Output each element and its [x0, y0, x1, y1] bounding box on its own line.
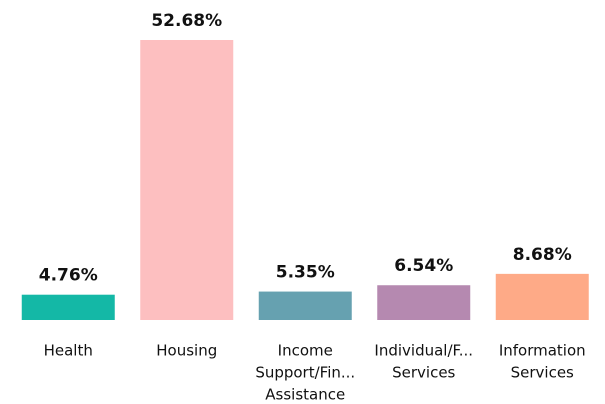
x-tick-label: Health	[44, 342, 93, 360]
x-tick-label: Income	[278, 342, 333, 360]
x-tick-label: Housing	[156, 342, 217, 360]
value-label: 52.68%	[151, 11, 222, 31]
value-label: 4.76%	[39, 266, 98, 286]
x-tick-label: Information	[499, 342, 586, 360]
bar	[495, 273, 589, 320]
bar	[140, 40, 234, 320]
x-tick-label: Services	[392, 364, 455, 382]
x-tick-label: Services	[511, 364, 574, 382]
bar	[258, 291, 352, 320]
value-label: 6.54%	[394, 256, 453, 276]
value-label: 5.35%	[276, 263, 335, 283]
x-tick-label: Assistance	[265, 386, 345, 404]
x-tick-label: Support/Fin...	[255, 364, 355, 382]
x-tick-label: Individual/F...	[374, 342, 473, 360]
bar	[377, 285, 471, 320]
value-label: 8.68%	[513, 245, 572, 265]
bar	[21, 294, 115, 320]
